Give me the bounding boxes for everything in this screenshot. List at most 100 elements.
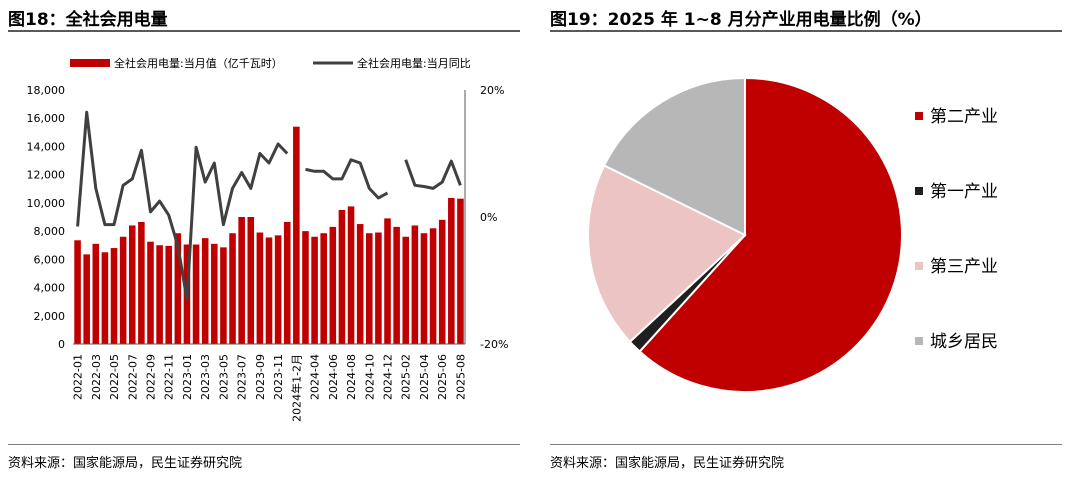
source-note: 资料来源：国家能源局，民生证券研究院: [8, 456, 243, 471]
bar: [457, 198, 464, 344]
y-right-tick-label: 0%: [480, 211, 497, 224]
bar: [110, 248, 118, 344]
bar: [283, 221, 291, 344]
bar: [74, 240, 81, 344]
x-tick-label: 2022-05: [108, 354, 121, 400]
x-tick-label: 2022-01: [72, 354, 85, 400]
pie-slice: [587, 164, 747, 344]
bar: [147, 241, 154, 344]
bar: [247, 217, 255, 344]
figure-title: 图18：全社会用电量: [8, 10, 168, 30]
x-tick-label: 2023-01: [181, 354, 194, 400]
bar: [220, 247, 227, 344]
bar: [201, 238, 209, 344]
x-tick-label: 2023-03: [199, 354, 212, 400]
bar: [302, 231, 309, 344]
y-left-tick-label: 0: [58, 338, 65, 351]
bar: [393, 226, 400, 344]
bar: [156, 245, 163, 344]
bar: [338, 209, 346, 344]
legend-label: 第二产业: [930, 107, 998, 127]
x-tick-label: 2024-04: [309, 354, 322, 400]
x-tick-label: 2024年1-2月: [289, 354, 303, 422]
y-left-tick-label: 2,000: [34, 310, 66, 323]
pie-slice: [602, 76, 746, 237]
source-note: 资料来源：国家能源局，民生证券研究院: [550, 456, 785, 471]
bar: [429, 228, 437, 344]
bar-line-chart: 全社会用电量:当月值（亿千瓦时） 全社会用电量:当月同比 0 2,000 4,000 6,…: [27, 56, 509, 422]
x-tick-label: 2025-02: [400, 354, 413, 400]
bar: [238, 217, 245, 344]
yoy-line: [305, 158, 389, 200]
x-tick-label: 2023-07: [236, 354, 249, 400]
right-figure: 图19：2025 年 1~8 月分产业用电量比例（%） 第二产业第一产业第三产业…: [550, 0, 1062, 482]
x-tick-label: 2024-06: [327, 354, 340, 400]
legend-swatch: [915, 262, 923, 270]
legend-swatch: [915, 187, 923, 195]
bar: [411, 225, 419, 344]
left-figure: 图18：全社会用电量 全社会用电量:当月值（亿千瓦时） 全社会用电量:当月同比 0 2…: [8, 0, 520, 482]
bar: [211, 243, 218, 344]
y-left-tick-label: 18,000: [27, 84, 66, 97]
bar: [192, 244, 200, 344]
x-tick-label: 2022-11: [163, 354, 176, 400]
x-tick-label: 2025-06: [436, 354, 449, 400]
bar: [311, 236, 318, 344]
x-tick-label: 2024-10: [363, 354, 376, 400]
title-rule: [8, 30, 520, 32]
y-right-tick-label: -20%: [480, 338, 508, 351]
x-tick-label: 2023-05: [217, 354, 230, 400]
bar: [128, 225, 136, 344]
bar: [438, 219, 446, 344]
bar: [138, 221, 145, 344]
bar: [293, 126, 300, 344]
bar: [174, 233, 182, 344]
x-tick-label: 2023-11: [272, 354, 285, 400]
yoy-line: [404, 159, 462, 190]
legend-label: 第一产业: [930, 182, 998, 202]
bar: [365, 233, 373, 344]
legend-bar-label: 全社会用电量:当月值（亿千瓦时）: [114, 56, 283, 70]
x-tick-label: 2022-07: [126, 354, 139, 400]
bar: [402, 236, 410, 344]
figure-title: 图19：2025 年 1~8 月分产业用电量比例（%）: [550, 10, 932, 30]
source-rule: [550, 444, 1062, 445]
bar: [320, 233, 327, 344]
y-left-tick-label: 12,000: [27, 169, 66, 182]
y-left-tick-label: 14,000: [27, 140, 66, 153]
x-tick-label: 2024-12: [382, 354, 395, 400]
bar: [347, 206, 355, 344]
bar: [265, 237, 273, 344]
source-rule: [8, 444, 520, 445]
legend-swatch: [915, 337, 923, 345]
pie-slice: [638, 76, 903, 393]
bar: [256, 232, 264, 344]
legend-bar-swatch: [70, 59, 110, 67]
bar: [101, 252, 109, 344]
title-rule: [550, 30, 1062, 32]
y-left-tick-label: 6,000: [34, 253, 66, 266]
bar: [92, 243, 100, 344]
bar: [329, 226, 337, 344]
legend-swatch: [915, 112, 923, 120]
bar: [356, 224, 364, 344]
y-right-tick-label: 20%: [480, 84, 504, 97]
bar: [83, 254, 90, 344]
x-tick-label: 2023-09: [254, 354, 267, 400]
legend-label: 第三产业: [930, 257, 998, 277]
legend-label: 城乡居民: [930, 332, 998, 352]
x-tick-label: 2025-04: [418, 354, 431, 400]
bar: [165, 245, 173, 344]
bar: [448, 197, 455, 344]
x-tick-label: 2025-08: [454, 354, 467, 400]
y-left-tick-label: 16,000: [27, 112, 66, 125]
y-left-tick-label: 10,000: [27, 197, 66, 210]
x-tick-label: 2024-08: [345, 354, 358, 400]
x-tick-label: 2022-09: [145, 354, 158, 400]
legend-line-label: 全社会用电量:当月同比: [357, 56, 471, 70]
bar: [420, 233, 428, 344]
yoy-line: [76, 110, 289, 302]
bar: [375, 232, 382, 344]
bar: [384, 218, 391, 344]
